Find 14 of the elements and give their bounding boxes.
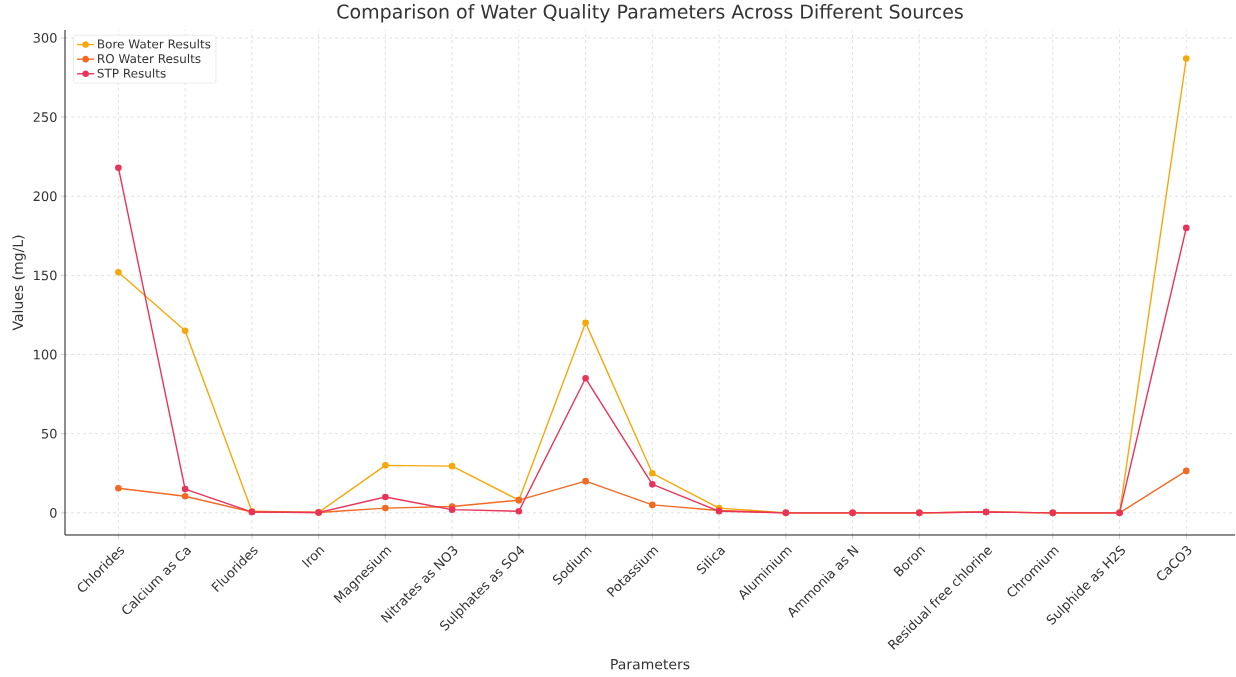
chart-title: Comparison of Water Quality Parameters Across Different Sources [337, 4, 963, 23]
x-axis-title: Parameters [611, 659, 690, 670]
legend-label: Bore Water Results [98, 39, 211, 49]
y-tick-label: 200 [33, 191, 57, 202]
y-axis-title: Values (mg/L) [12, 235, 26, 331]
y-tick-label: 300 [33, 33, 57, 43]
y-tick-label: 250 [33, 112, 57, 122]
legend-label: RO Water Results [98, 53, 201, 64]
y-tick-label: 150 [34, 270, 57, 281]
x-tick-label: Iron [301, 547, 325, 568]
legend-label: STP Results [97, 68, 166, 78]
y-tick-label: 100 [34, 349, 57, 360]
y-tick-label: 50 [41, 428, 57, 439]
y-tick-label: 0 [50, 507, 57, 518]
